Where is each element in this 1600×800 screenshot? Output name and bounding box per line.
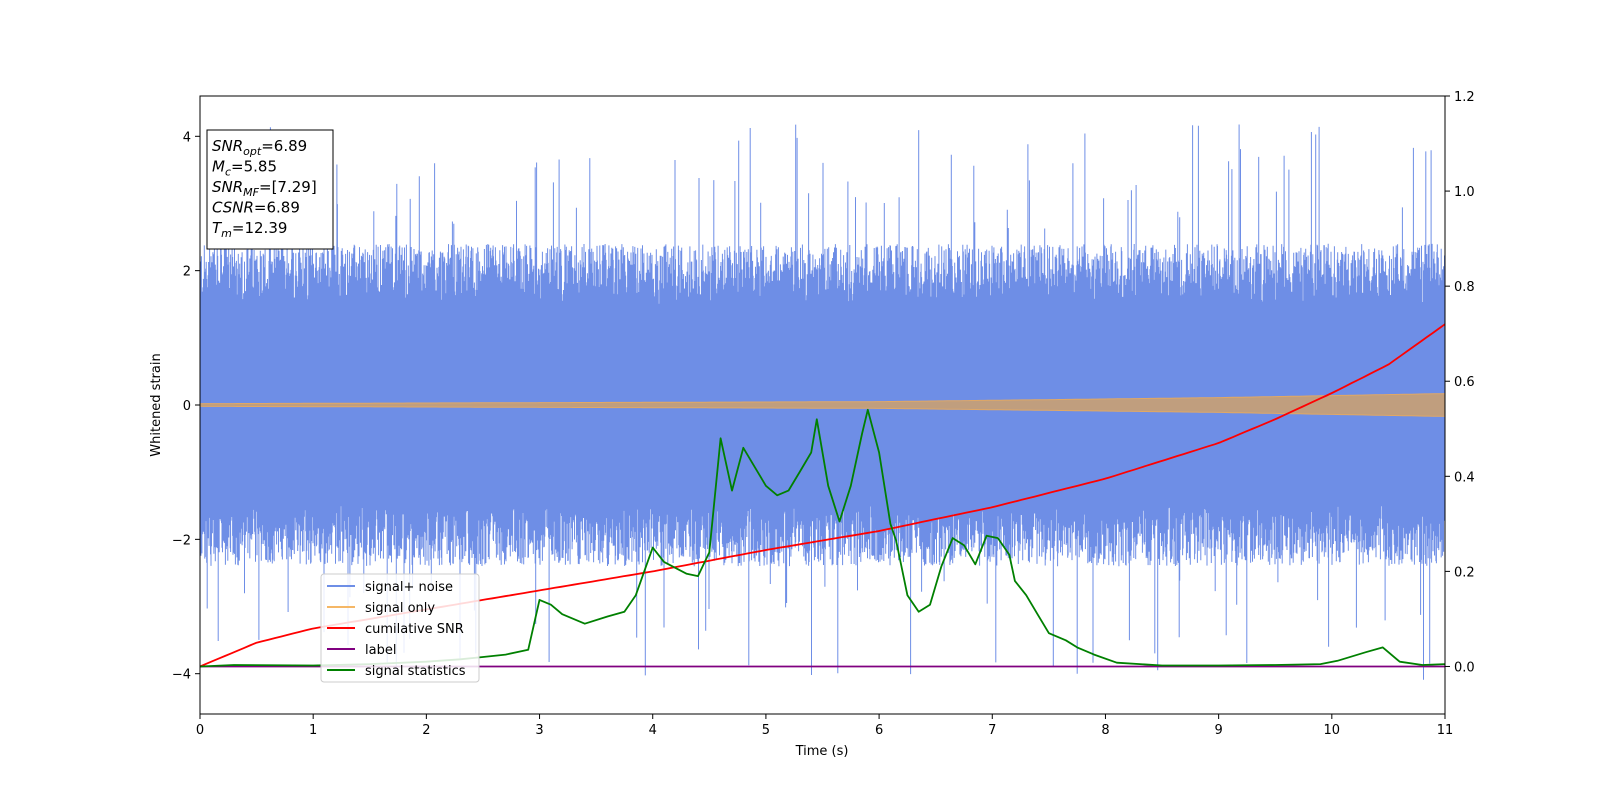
annotation-line: SNRopt=6.89 <box>212 137 307 158</box>
x-tick-label: 8 <box>1101 723 1109 738</box>
legend-label: signal only <box>365 601 435 616</box>
legend: signal+ noise signal only cumilative SNR la… <box>320 573 480 683</box>
x-tick-label: 11 <box>1437 723 1454 738</box>
x-tick-label: 3 <box>535 723 543 738</box>
y2-tick-label: 1.0 <box>1454 185 1475 200</box>
y2-tick-label: 0.6 <box>1454 375 1475 390</box>
y-tick-label: 4 <box>183 130 191 145</box>
y-tick-label: −2 <box>172 533 191 548</box>
legend-label: label <box>365 643 396 658</box>
plot-area <box>200 124 1445 680</box>
signal-statistics-line <box>200 408 1445 668</box>
x-tick-label: 6 <box>875 723 883 738</box>
annotation-frame <box>206 129 334 250</box>
x-tick-label: 1 <box>309 723 317 738</box>
x-axis-label: Time (s) <box>795 744 849 759</box>
x-tick-label: 2 <box>422 723 430 738</box>
annotation-line: Tm=12.39 <box>212 219 287 240</box>
y-axis-label: Whitened strain <box>149 353 164 456</box>
y2-tick-label: 1.2 <box>1454 90 1475 105</box>
legend-label: signal+ noise <box>365 580 453 595</box>
annotation-line: CSNR=6.89 <box>212 199 300 217</box>
x-tick-label: 10 <box>1324 723 1341 738</box>
y-tick-label: 0 <box>183 399 191 414</box>
y2-tick-label: 0.8 <box>1454 280 1475 295</box>
y-axis-left: −4 −2 0 2 4 <box>172 130 200 683</box>
y2-tick-label: 0.2 <box>1454 565 1475 580</box>
legend-frame <box>320 573 480 683</box>
y-axis-right: 0.0 0.2 0.4 0.6 0.8 1.0 1.2 <box>1445 90 1475 675</box>
annotation-line: Mc=5.85 <box>212 158 277 179</box>
legend-label: signal statistics <box>365 664 466 679</box>
x-axis: 0 1 2 3 4 5 6 7 8 9 10 11 <box>196 714 1453 738</box>
signal-only-envelope <box>200 393 1445 417</box>
x-tick-label: 5 <box>762 723 770 738</box>
annotation-line: SNRMF=[7.29] <box>212 178 317 199</box>
y2-tick-label: 0.0 <box>1454 660 1475 675</box>
x-tick-label: 4 <box>649 723 657 738</box>
signal-only-series <box>200 393 1445 417</box>
legend-label: cumilative SNR <box>365 622 464 637</box>
x-tick-label: 9 <box>1214 723 1222 738</box>
y-tick-label: 2 <box>183 265 191 280</box>
x-tick-label: 0 <box>196 723 204 738</box>
x-tick-label: 7 <box>988 723 996 738</box>
y2-tick-label: 0.4 <box>1454 470 1475 485</box>
y-tick-label: −4 <box>172 668 191 683</box>
